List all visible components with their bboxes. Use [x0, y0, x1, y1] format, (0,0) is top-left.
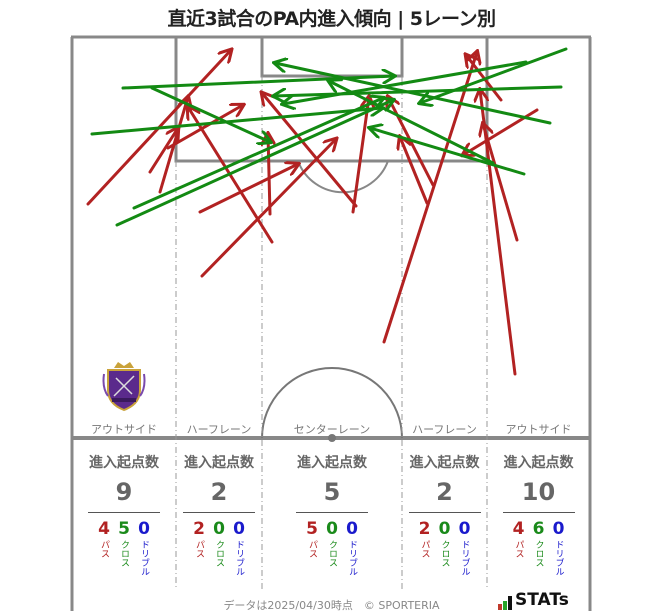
- entry-count-header: 進入起点数: [409, 455, 480, 471]
- cross-label: クロス: [119, 540, 129, 567]
- entry-arrows: [86, 47, 568, 376]
- chart-title: 直近3試合のPA内進入傾向 | 5レーン別: [167, 8, 496, 30]
- cross-arrow: [121, 76, 394, 90]
- lane-stats-center: 進入起点数 5 5 パス 0 クロス 0 ドリブル: [262, 452, 402, 576]
- stats-logo: STATs: [498, 590, 569, 610]
- pass-count: 2: [418, 519, 431, 539]
- lane-stats-halfspace-right: 進入起点数 2 2 パス 0 クロス 0 ドリブル: [402, 452, 487, 576]
- lane-label-halfspace-left: ハーフレーン: [186, 423, 252, 436]
- entry-count-header: 進入起点数: [297, 455, 367, 471]
- entry-count-total: 10: [521, 478, 556, 506]
- cross-arrow: [370, 128, 526, 176]
- pass-label: パス: [419, 540, 430, 558]
- team-crest-icon: [102, 362, 146, 412]
- cross-count: 0: [213, 519, 225, 539]
- cross-arrow: [283, 60, 528, 104]
- data-date-footer: データは2025/04/30時点 © SPORTERIA: [223, 599, 440, 612]
- cross-label: クロス: [533, 540, 544, 567]
- dribble-count: 0: [346, 519, 358, 539]
- dribble-label: ドリブル: [234, 540, 244, 576]
- dribble-label: ドリブル: [553, 540, 564, 576]
- pass-label: パス: [513, 540, 524, 558]
- bar-chart-icon: [498, 596, 512, 610]
- pass-arrow: [483, 124, 519, 242]
- cross-count: 0: [438, 519, 451, 539]
- pass-arrow: [268, 134, 270, 216]
- dribble-count: 0: [458, 519, 471, 539]
- dribble-label: ドリブル: [347, 540, 357, 576]
- cross-arrow: [90, 108, 382, 136]
- entry-count-header: 進入起点数: [184, 455, 254, 471]
- pass-label: パス: [194, 540, 204, 558]
- entry-count-total: 9: [115, 478, 133, 506]
- lane-stats-halfspace-left: 進入起点数 2 2 パス 0 クロス 0 ドリブル: [176, 452, 262, 576]
- lane-dividers: [175, 76, 488, 590]
- pass-arrow: [466, 55, 503, 102]
- pass-arrow: [351, 97, 369, 214]
- dribble-label: ドリブル: [459, 540, 470, 576]
- center-circle: [261, 367, 403, 439]
- cross-label: クロス: [327, 540, 337, 567]
- pass-arrow: [166, 105, 243, 150]
- lane-label-center: センターレーン: [293, 423, 371, 436]
- entry-count-total: 2: [436, 478, 453, 506]
- cross-arrow: [420, 47, 568, 103]
- entry-count-header: 進入起点数: [503, 455, 574, 471]
- pass-count: 4: [98, 519, 110, 539]
- cross-count: 5: [118, 519, 130, 539]
- pass-label: パス: [99, 540, 109, 558]
- pass-count: 5: [306, 519, 318, 539]
- cross-count: 6: [532, 519, 545, 539]
- entry-count-total: 5: [323, 478, 341, 506]
- dribble-label: ドリブル: [139, 540, 149, 576]
- pass-arrow: [262, 93, 358, 208]
- cross-arrow: [329, 81, 495, 165]
- pass-count: 4: [512, 519, 525, 539]
- dribble-count: 0: [233, 519, 245, 539]
- lane-stats-outside-right: 進入起点数 10 4 パス 6 クロス 0 ドリブル: [487, 452, 590, 576]
- lane-label-outside-left: アウトサイド: [91, 423, 157, 436]
- dribble-count: 0: [552, 519, 565, 539]
- pass-arrow: [480, 90, 517, 376]
- cross-label: クロス: [214, 540, 224, 567]
- pass-arrow: [200, 139, 336, 278]
- pass-arrow: [382, 52, 477, 344]
- center-spot: [328, 434, 336, 442]
- cross-arrow: [274, 85, 563, 96]
- cross-arrow: [150, 86, 270, 142]
- pass-label: パス: [307, 540, 317, 558]
- cross-arrow: [275, 63, 552, 125]
- pass-count: 2: [193, 519, 205, 539]
- lane-label-halfspace-right: ハーフレーン: [412, 423, 477, 436]
- pass-arrow: [400, 137, 429, 205]
- pass-arrow: [148, 128, 178, 174]
- brand-name: STATs: [515, 590, 569, 610]
- lane-stats-outside-left: 進入起点数 9 4 パス 5 クロス 0 ドリブル: [72, 452, 176, 576]
- lane-label-outside-right: アウトサイド: [505, 423, 572, 436]
- entry-count-total: 2: [210, 478, 228, 506]
- cross-arrow: [115, 100, 393, 227]
- cross-arrow: [132, 98, 383, 210]
- dribble-count: 0: [138, 519, 150, 539]
- cross-label: クロス: [439, 540, 450, 567]
- pass-arrow: [198, 164, 298, 214]
- cross-count: 0: [326, 519, 338, 539]
- entry-count-header: 進入起点数: [89, 455, 159, 471]
